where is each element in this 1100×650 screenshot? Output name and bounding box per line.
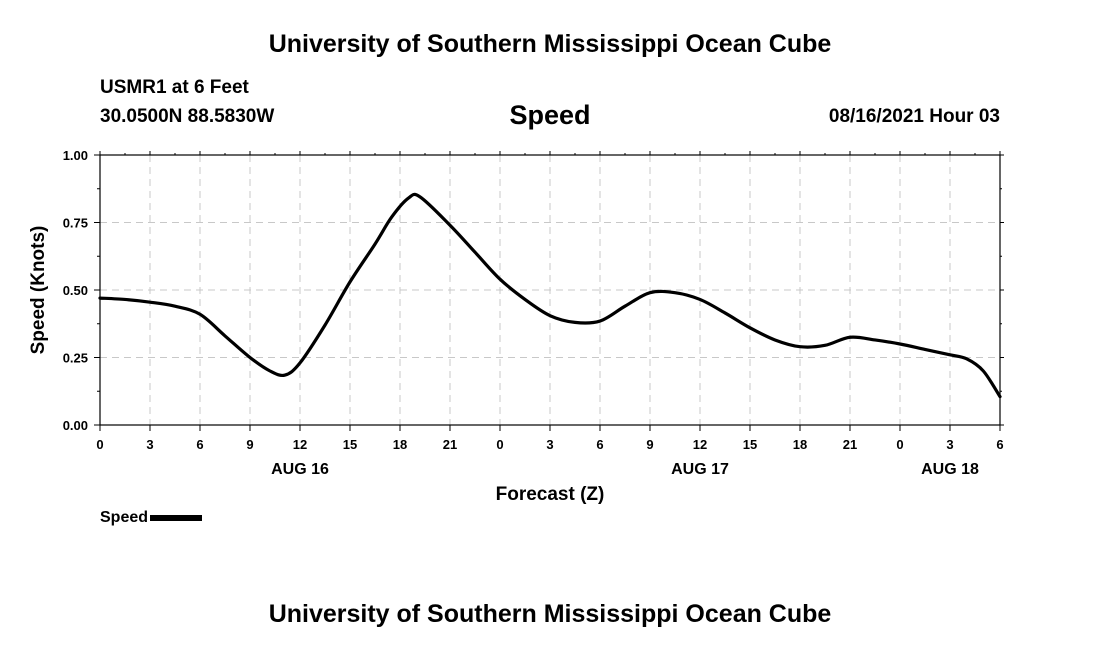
legend-swatch — [150, 514, 203, 521]
x-tick-label: 0 — [496, 437, 503, 452]
y-tick-label: 0.00 — [63, 418, 88, 433]
chart-title: Speed — [509, 100, 591, 130]
x-tick-label: 6 — [996, 437, 1003, 452]
station-label: USMR1 at 6 Feet — [100, 77, 249, 98]
coordinates-label: 30.0500N 88.5830W — [100, 106, 275, 127]
date-label: AUG 16 — [271, 461, 329, 478]
x-tick-label: 0 — [96, 437, 103, 452]
x-tick-label: 0 — [896, 437, 903, 452]
x-tick-label: 12 — [693, 437, 707, 452]
x-tick-label: 3 — [546, 437, 553, 452]
x-tick-label: 9 — [646, 437, 653, 452]
x-axis-label: Forecast (Z) — [496, 484, 605, 505]
x-tick-label: 21 — [443, 437, 457, 452]
x-tick-label: 15 — [343, 437, 357, 452]
x-tick-label: 12 — [293, 437, 307, 452]
y-tick-label: 0.25 — [63, 351, 88, 366]
x-tick-label: 18 — [793, 437, 807, 452]
timestamp-label: 08/16/2021 Hour 03 — [828, 106, 1000, 127]
x-tick-label: 18 — [393, 437, 407, 452]
title-top: University of Southern Mississippi Ocean… — [268, 30, 832, 58]
y-tick-label: 1.00 — [63, 148, 88, 163]
y-axis-label: Speed (Knots) — [28, 226, 49, 355]
x-tick-label: 6 — [196, 437, 203, 452]
x-tick-label: 3 — [146, 437, 153, 452]
x-tick-label: 15 — [743, 437, 757, 452]
x-tick-label: 21 — [843, 437, 857, 452]
title-bottom: University of Southern Mississippi Ocean… — [268, 600, 832, 628]
x-tick-label: 3 — [946, 437, 953, 452]
y-tick-label: 0.50 — [63, 283, 88, 298]
x-tick-label: 6 — [596, 437, 603, 452]
date-label: AUG 18 — [921, 461, 979, 478]
series-line-speed — [98, 192, 1002, 399]
legend: Speed — [100, 509, 203, 527]
date-label: AUG 17 — [671, 461, 729, 478]
y-tick-label: 0.75 — [63, 216, 88, 231]
x-tick-label: 9 — [246, 437, 253, 452]
legend-label: Speed — [100, 509, 149, 526]
